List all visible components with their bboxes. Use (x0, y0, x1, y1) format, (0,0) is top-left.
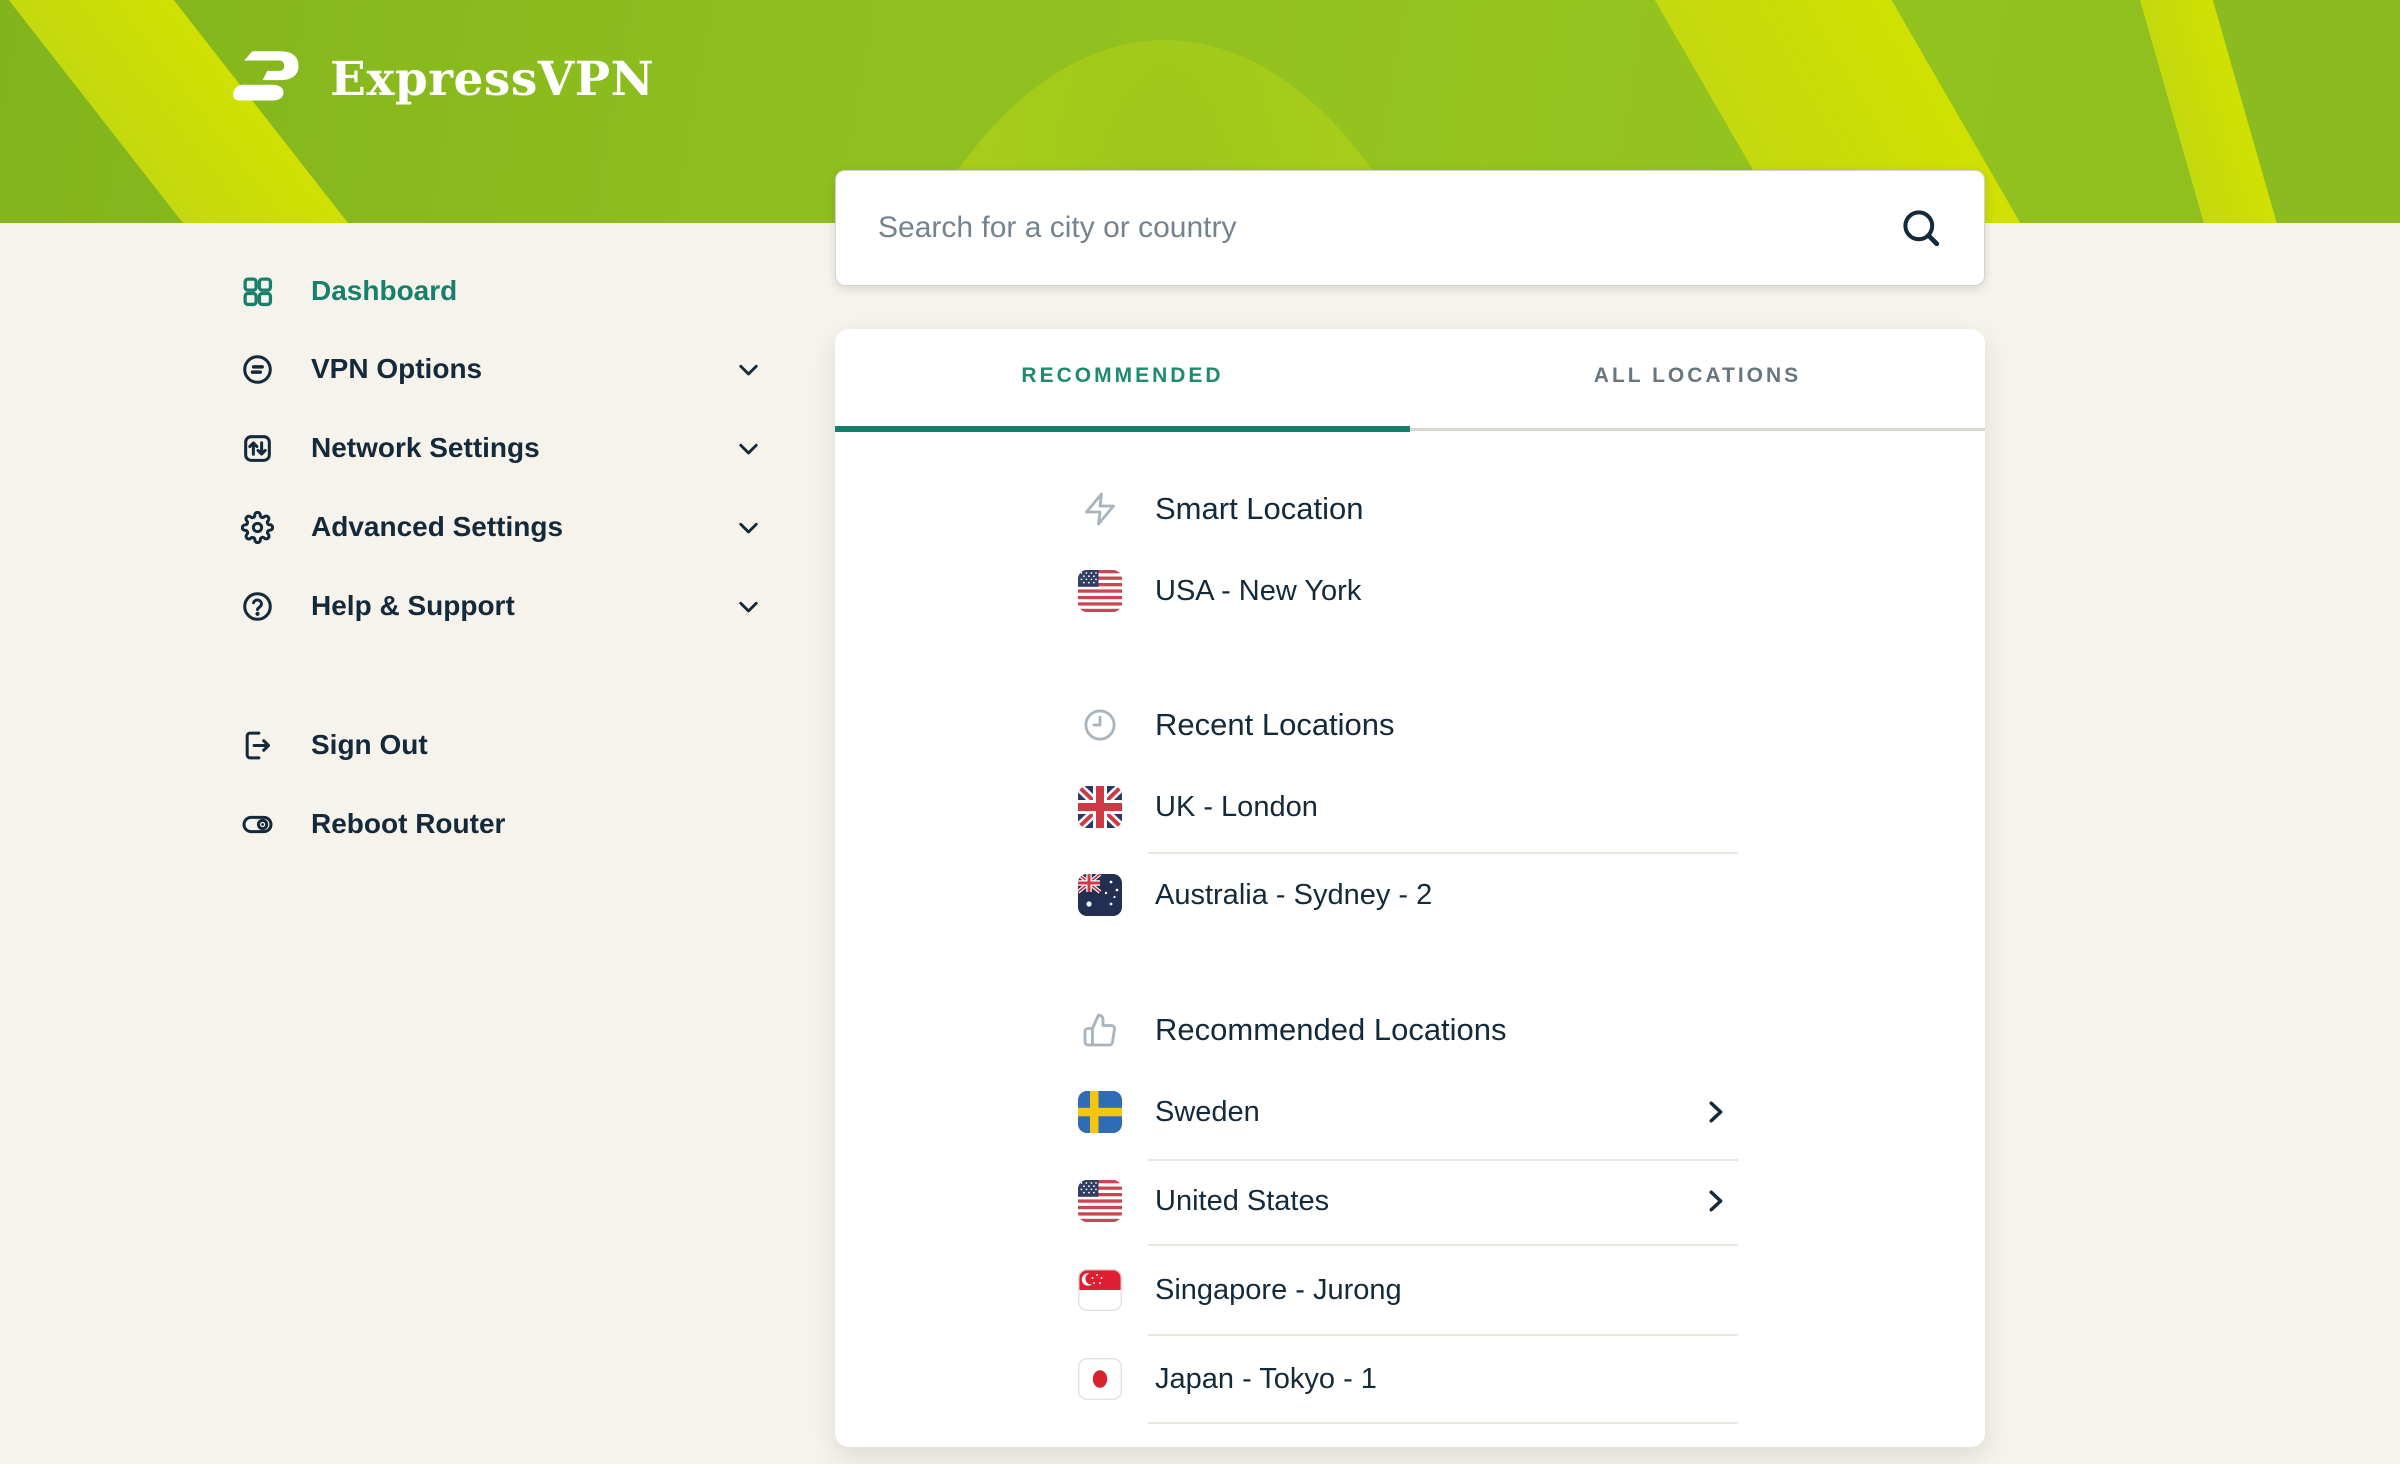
sign-out-icon (240, 728, 274, 762)
chevron-down-icon (739, 364, 758, 375)
question-circle-icon (240, 589, 274, 623)
chevron-down-icon (739, 522, 758, 533)
location-label: Sweden (1155, 1095, 1260, 1128)
locations-panel: RECOMMENDED ALL LOCATIONS Smart Location (835, 329, 1985, 1447)
location-label: United States (1155, 1184, 1330, 1217)
active-tab-underline (835, 426, 1410, 432)
chevron-down-icon (739, 601, 758, 612)
row-divider (1148, 1244, 1738, 1246)
sidebar-item-help-support[interactable]: Help & Support (240, 582, 764, 630)
location-label: Australia - Sydney - 2 (1155, 878, 1433, 911)
flag-us-icon (1078, 1180, 1122, 1222)
search-icon[interactable] (1899, 206, 1943, 250)
section-title: Smart Location (1155, 491, 1364, 526)
search-bar (835, 170, 1985, 286)
thumbs-up-icon (1078, 1008, 1122, 1052)
row-divider (1148, 1159, 1738, 1161)
section-recent-locations: Recent Locations (1078, 701, 1395, 749)
lightning-icon (1078, 487, 1122, 531)
location-row-uk-london[interactable]: UK - London (1078, 783, 1318, 831)
sidebar-item-label: Reboot Router (311, 808, 506, 839)
location-row-singapore-jurong[interactable]: Singapore - Jurong (1078, 1266, 1402, 1314)
reboot-router-icon (240, 807, 274, 841)
brand-logo: ExpressVPN (228, 42, 654, 116)
chevron-right-icon (1709, 1190, 1723, 1212)
sidebar-item-label: Help & Support (311, 590, 515, 621)
expressvpn-logo-icon (233, 51, 299, 101)
location-label: UK - London (1155, 790, 1318, 823)
row-divider (1148, 1334, 1738, 1336)
location-row-sweden[interactable]: Sweden (1078, 1088, 1723, 1136)
chevron-right-icon (1709, 1101, 1723, 1123)
location-label: USA - New York (1155, 574, 1362, 607)
tab-all-locations[interactable]: ALL LOCATIONS (1410, 329, 1985, 423)
network-settings-icon (240, 431, 274, 465)
section-title: Recommended Locations (1155, 1012, 1507, 1047)
location-label: Singapore - Jurong (1155, 1273, 1402, 1306)
flag-sg-icon (1078, 1269, 1122, 1311)
flag-jp-icon (1078, 1358, 1122, 1400)
sidebar-item-label: Dashboard (311, 275, 458, 306)
flag-au-icon (1078, 874, 1122, 916)
sidebar-item-advanced-settings[interactable]: Advanced Settings (240, 503, 764, 551)
flag-us-icon (1078, 570, 1122, 612)
location-row-usa-new-york[interactable]: USA - New York (1078, 567, 1361, 615)
sidebar-item-network-settings[interactable]: Network Settings (240, 424, 764, 472)
location-row-japan-tokyo-1[interactable]: Japan - Tokyo - 1 (1078, 1355, 1377, 1403)
vpn-options-icon (240, 352, 274, 386)
chevron-down-icon (739, 443, 758, 454)
sidebar-item-label: Network Settings (311, 432, 540, 463)
sidebar-item-sign-out[interactable]: Sign Out (240, 721, 764, 769)
gear-icon (240, 510, 274, 544)
sidebar-item-dashboard[interactable]: Dashboard (240, 267, 764, 315)
tab-recommended[interactable]: RECOMMENDED (835, 329, 1410, 423)
sidebar-item-label: VPN Options (311, 353, 483, 384)
flag-se-icon (1078, 1091, 1122, 1133)
clock-icon (1078, 703, 1122, 747)
location-row-australia-sydney-2[interactable]: Australia - Sydney - 2 (1078, 871, 1432, 919)
location-label: Japan - Tokyo - 1 (1155, 1362, 1377, 1395)
sidebar-item-label: Advanced Settings (311, 511, 564, 542)
tab-label: RECOMMENDED (1021, 364, 1224, 387)
sidebar-item-reboot-router[interactable]: Reboot Router (240, 800, 764, 848)
tab-divider (1410, 428, 1985, 431)
section-recommended-locations: Recommended Locations (1078, 1006, 1507, 1054)
sidebar-item-label: Sign Out (311, 729, 428, 760)
brand-name: ExpressVPN (330, 51, 655, 107)
search-input[interactable] (835, 170, 1985, 286)
row-divider (1148, 852, 1738, 854)
section-smart-location: Smart Location (1078, 485, 1364, 533)
location-row-united-states[interactable]: United States (1078, 1177, 1723, 1225)
row-divider (1148, 1422, 1738, 1424)
tab-label: ALL LOCATIONS (1593, 364, 1802, 387)
section-title: Recent Locations (1155, 707, 1395, 742)
flag-uk-icon (1078, 786, 1122, 828)
dashboard-grid-icon (240, 274, 274, 308)
sidebar-item-vpn-options[interactable]: VPN Options (240, 345, 764, 393)
